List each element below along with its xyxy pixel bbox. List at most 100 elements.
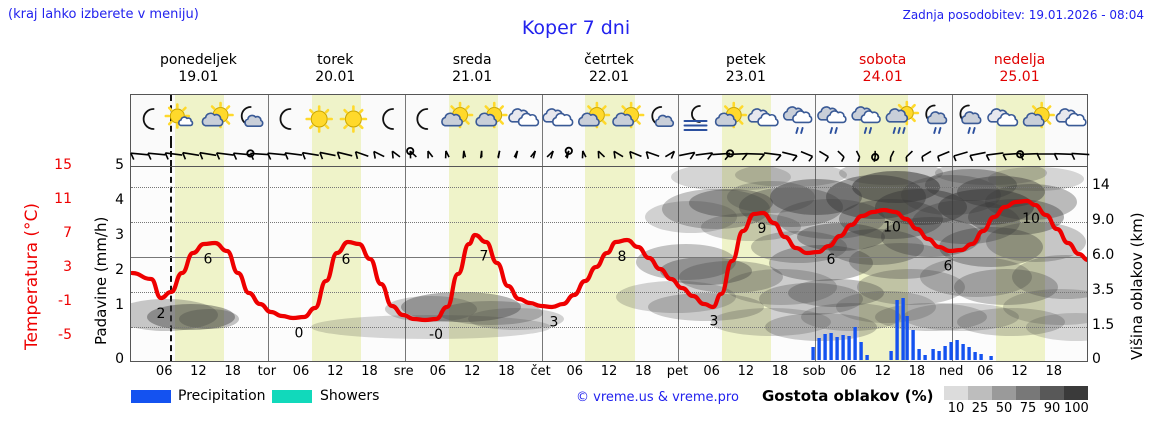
precipitation-bar bbox=[859, 342, 863, 360]
wind-barb bbox=[1016, 150, 1039, 161]
copyright-link[interactable]: © vreme.us & vreme.pro bbox=[576, 390, 739, 405]
cloud-density-scale-label: 100 bbox=[1064, 401, 1089, 416]
wind-barb bbox=[969, 151, 986, 162]
sun-cloud-icon bbox=[578, 101, 611, 129]
cloud-density-blob bbox=[881, 217, 981, 257]
cloud-density-swatch bbox=[1064, 386, 1088, 400]
day-header-petek: petek 23.01 bbox=[677, 52, 814, 86]
wind-barb bbox=[889, 150, 895, 162]
temperature-value-label: 6 bbox=[204, 252, 213, 268]
precipitation-tick: 2 bbox=[115, 262, 124, 278]
day-separator bbox=[404, 167, 406, 361]
cloud-height-tick: 3.5 bbox=[1092, 282, 1115, 298]
cloud-density-swatch bbox=[1040, 386, 1064, 400]
temperature-and-precipitation: 2 6 0 6 -0 7 3 8 3 9 6 10 6 10 6 bbox=[131, 198, 1087, 360]
cloud-density-blob bbox=[788, 279, 884, 307]
x-axis-tick: 18 bbox=[1045, 364, 1063, 379]
place-selection-note: (kraj lahko izberete v meniju) bbox=[8, 7, 199, 22]
day-date: 21.01 bbox=[452, 69, 493, 85]
x-axis-tick: 12 bbox=[463, 364, 481, 379]
gridline bbox=[131, 222, 1087, 223]
wind-barb bbox=[479, 150, 483, 159]
precipitation-bar bbox=[901, 298, 905, 360]
day-separator bbox=[815, 95, 817, 142]
sun-cloud-icon bbox=[612, 101, 645, 129]
day-name: petek bbox=[725, 52, 766, 68]
main-plot: 2 6 0 6 -0 7 3 8 3 9 6 10 6 10 6 bbox=[130, 166, 1088, 362]
cloud-density-swatch bbox=[944, 386, 968, 400]
cloud-density-scale-label: 90 bbox=[1043, 401, 1061, 416]
cloud-density-blob bbox=[701, 213, 801, 241]
x-axis-tick: 18 bbox=[634, 364, 652, 379]
daylight-band bbox=[448, 142, 498, 166]
cloud-density-blob bbox=[801, 303, 901, 331]
wind-barb bbox=[546, 150, 554, 159]
x-axis-tick: 18 bbox=[908, 364, 926, 379]
x-axis-tick: 12 bbox=[737, 364, 755, 379]
showers-legend-label: Showers bbox=[320, 388, 380, 404]
cloud-density-blob bbox=[1003, 289, 1087, 325]
precipitation-bar bbox=[895, 300, 899, 360]
gridline bbox=[131, 187, 1087, 188]
weather-icons bbox=[142, 100, 1087, 134]
day-separator bbox=[678, 167, 680, 361]
cloud-density-blob bbox=[988, 167, 1084, 191]
fog-icon bbox=[683, 105, 708, 131]
wind-barb bbox=[664, 150, 676, 159]
x-axis-tick: ned bbox=[938, 364, 964, 379]
temperature-line bbox=[131, 198, 1087, 323]
x-axis-tick: 12 bbox=[1011, 364, 1028, 379]
x-axis-tick: 06 bbox=[840, 364, 857, 379]
temperature-value-label: 7 bbox=[480, 249, 489, 265]
day-date: 24.01 bbox=[862, 69, 903, 85]
precipitation-tick: 1 bbox=[115, 297, 124, 313]
temperature-tick: 3 bbox=[63, 259, 72, 275]
cloud-icon bbox=[747, 108, 779, 127]
temperature-tick: -5 bbox=[58, 327, 72, 343]
precipitation-bar bbox=[955, 340, 959, 360]
day-header-sobota: sobota 24.01 bbox=[814, 52, 951, 86]
day-name: sreda bbox=[452, 52, 492, 68]
wind-barb bbox=[763, 152, 782, 162]
day-separator bbox=[952, 95, 954, 142]
sun-cloud-icon bbox=[1022, 101, 1055, 129]
plot-area: 2 6 0 6 -0 7 3 8 3 9 6 10 6 10 6 bbox=[130, 94, 1090, 362]
precipitation-tick: 0 bbox=[115, 351, 124, 367]
cloud-density-blob bbox=[439, 301, 543, 325]
moon-icon bbox=[382, 108, 395, 130]
wind-barb bbox=[629, 150, 642, 159]
wind-barb bbox=[1036, 153, 1056, 161]
day-separator bbox=[678, 142, 680, 166]
daylight-band bbox=[311, 167, 361, 361]
sun-icon bbox=[339, 105, 368, 133]
day-date: 20.01 bbox=[315, 69, 356, 85]
day-date: 23.01 bbox=[725, 69, 766, 85]
day-separator bbox=[541, 142, 543, 166]
wind-barb bbox=[319, 151, 336, 160]
day-header-torek: torek 20.01 bbox=[267, 52, 404, 86]
precipitation-bar bbox=[937, 351, 941, 360]
cloud-density-blob bbox=[727, 181, 815, 213]
x-axis-tick: 06 bbox=[703, 364, 720, 379]
wind-barb bbox=[147, 152, 166, 160]
day-date: 22.01 bbox=[588, 69, 630, 85]
wind-barb bbox=[301, 151, 319, 160]
precipitation-bar bbox=[817, 338, 821, 360]
day-separator bbox=[267, 167, 269, 361]
cloud-density-scale-label: 50 bbox=[995, 401, 1013, 416]
wind-barb bbox=[613, 150, 624, 159]
day-header-ponedeljek: ponedeljek 19.01 bbox=[130, 52, 267, 86]
wind-barb bbox=[530, 150, 537, 159]
gridline bbox=[131, 257, 1087, 258]
x-axis-tick: 12 bbox=[600, 364, 618, 379]
temperature-tick: 11 bbox=[54, 191, 72, 207]
cloud-density-blob bbox=[131, 299, 218, 331]
day-separator bbox=[267, 95, 269, 142]
last-updated-label: Zadnja posodobitev: 19.01.2026 - 08:04 bbox=[902, 8, 1144, 22]
day-separator bbox=[541, 95, 543, 142]
x-axis-tick: čet bbox=[530, 364, 551, 379]
moon-icon bbox=[142, 108, 155, 130]
day-separator bbox=[541, 167, 543, 361]
x-axis-tick: 06 bbox=[977, 364, 994, 379]
